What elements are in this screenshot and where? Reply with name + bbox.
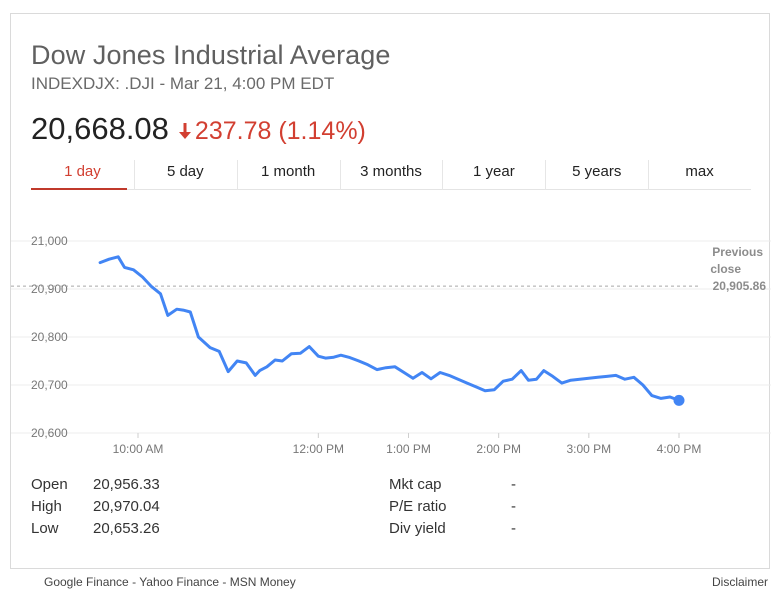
- previous-close-label-2: close: [710, 262, 741, 276]
- tab-max[interactable]: max: [648, 157, 751, 190]
- x-tick-label: 2:00 PM: [476, 442, 521, 456]
- disclaimer-link[interactable]: Disclaimer: [711, 575, 768, 589]
- stat-value: -: [511, 476, 516, 493]
- separator: -: [219, 575, 230, 589]
- x-tick-label: 4:00 PM: [657, 442, 702, 456]
- y-tick-label: 20,800: [31, 330, 68, 344]
- stat-label: P/E ratio: [389, 498, 447, 515]
- x-tick-label: 12:00 PM: [293, 442, 344, 456]
- yahoo-finance-link[interactable]: Yahoo Finance: [139, 575, 220, 589]
- last-price-point: [673, 394, 685, 406]
- stat-value: 20,956.33: [93, 476, 160, 493]
- index-subtitle: INDEXDJX: .DJI - Mar 21, 4:00 PM EDT: [31, 74, 335, 93]
- tab-5-years[interactable]: 5 years: [545, 157, 648, 190]
- price-series-line: [98, 255, 681, 402]
- range-tabs: 1 day 5 day 1 month 3 months 1 year 5 ye…: [31, 157, 751, 190]
- index-title: Dow Jones Industrial Average: [31, 40, 391, 70]
- stat-value: -: [511, 498, 516, 515]
- y-tick-label: 20,700: [31, 378, 68, 392]
- stat-label: Low: [31, 520, 59, 537]
- x-tick-label: 1:00 PM: [386, 442, 431, 456]
- chart-grid: [11, 240, 771, 434]
- stat-value: 20,653.26: [93, 520, 160, 537]
- stat-label: High: [31, 498, 62, 515]
- y-tick-label: 20,600: [31, 426, 68, 440]
- current-price: 20,668.08: [31, 111, 169, 146]
- price-row: 20,668.08 237.78 (1.14%): [31, 111, 366, 147]
- x-tick-label: 10:00 AM: [113, 442, 164, 456]
- tab-1-month[interactable]: 1 month: [236, 157, 340, 190]
- separator: -: [128, 575, 140, 589]
- y-tick-label: 20,900: [31, 282, 68, 296]
- arrow-down-icon: [178, 123, 191, 139]
- stat-value: 20,970.04: [93, 498, 160, 515]
- stat-label: Div yield: [389, 520, 446, 537]
- stat-label: Mkt cap: [389, 476, 442, 493]
- google-finance-link[interactable]: Google Finance: [44, 575, 129, 589]
- finance-card: Dow Jones Industrial Average INDEXDJX: .…: [10, 13, 771, 569]
- tab-3-months[interactable]: 3 months: [339, 157, 443, 190]
- tab-1-day[interactable]: 1 day: [31, 157, 134, 190]
- tab-1-year[interactable]: 1 year: [442, 157, 545, 190]
- y-tick-label: 21,000: [31, 234, 68, 248]
- x-axis-ticks: 10:00 AM 12:00 PM 1:00 PM 2:00 PM 3:00 PM 4:0…: [113, 433, 702, 456]
- price-change: 237.78 (1.14%): [194, 117, 366, 145]
- previous-close-label: Previous: [712, 245, 763, 259]
- msn-money-link[interactable]: MSN Money: [229, 575, 296, 589]
- previous-close-value: 20,905.86: [713, 279, 767, 293]
- x-tick-label: 3:00 PM: [566, 442, 611, 456]
- stat-label: Open: [31, 476, 68, 493]
- y-axis-ticks: 21,000 20,900 20,800 20,700 20,600: [31, 234, 68, 440]
- tab-5-day[interactable]: 5 day: [133, 157, 237, 190]
- source-links: Google Finance - Yahoo Finance - MSN Mon…: [44, 575, 296, 589]
- stat-value: -: [511, 520, 516, 537]
- previous-close-reference: Previous close 20,905.86: [11, 245, 766, 293]
